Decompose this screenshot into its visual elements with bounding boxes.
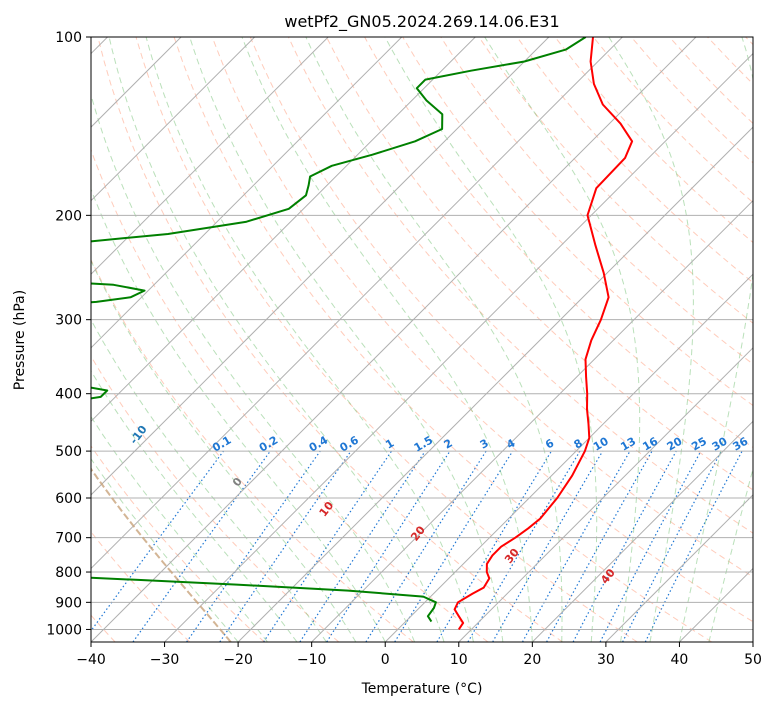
y-tick-label: 800 bbox=[55, 565, 82, 581]
y-tick-label: 900 bbox=[55, 595, 82, 611]
y-tick-label: 1000 bbox=[46, 622, 82, 638]
x-tick-label: −40 bbox=[76, 652, 106, 668]
y-tick-label: 200 bbox=[55, 208, 82, 224]
x-tick-label: 30 bbox=[597, 652, 615, 668]
x-tick-label: 50 bbox=[744, 652, 762, 668]
y-tick-label: 700 bbox=[55, 531, 82, 547]
x-tick-label: 40 bbox=[671, 652, 689, 668]
chart-title: wetPf2_GN05.2024.269.14.06.E31 bbox=[284, 12, 559, 32]
y-tick-label: 600 bbox=[55, 491, 82, 507]
y-tick-label: 400 bbox=[55, 387, 82, 403]
x-axis-label: Temperature (°C) bbox=[361, 681, 483, 697]
x-tick-label: 10 bbox=[450, 652, 468, 668]
x-tick-label: −10 bbox=[297, 652, 327, 668]
y-tick-label: 300 bbox=[55, 313, 82, 329]
x-tick-label: −20 bbox=[223, 652, 253, 668]
x-tick-label: −30 bbox=[150, 652, 180, 668]
y-tick-label: 500 bbox=[55, 444, 82, 460]
x-tick-label: 0 bbox=[381, 652, 390, 668]
x-tick-label: 20 bbox=[523, 652, 541, 668]
y-tick-label: 100 bbox=[55, 30, 82, 46]
y-axis-label: Pressure (hPa) bbox=[12, 290, 28, 390]
